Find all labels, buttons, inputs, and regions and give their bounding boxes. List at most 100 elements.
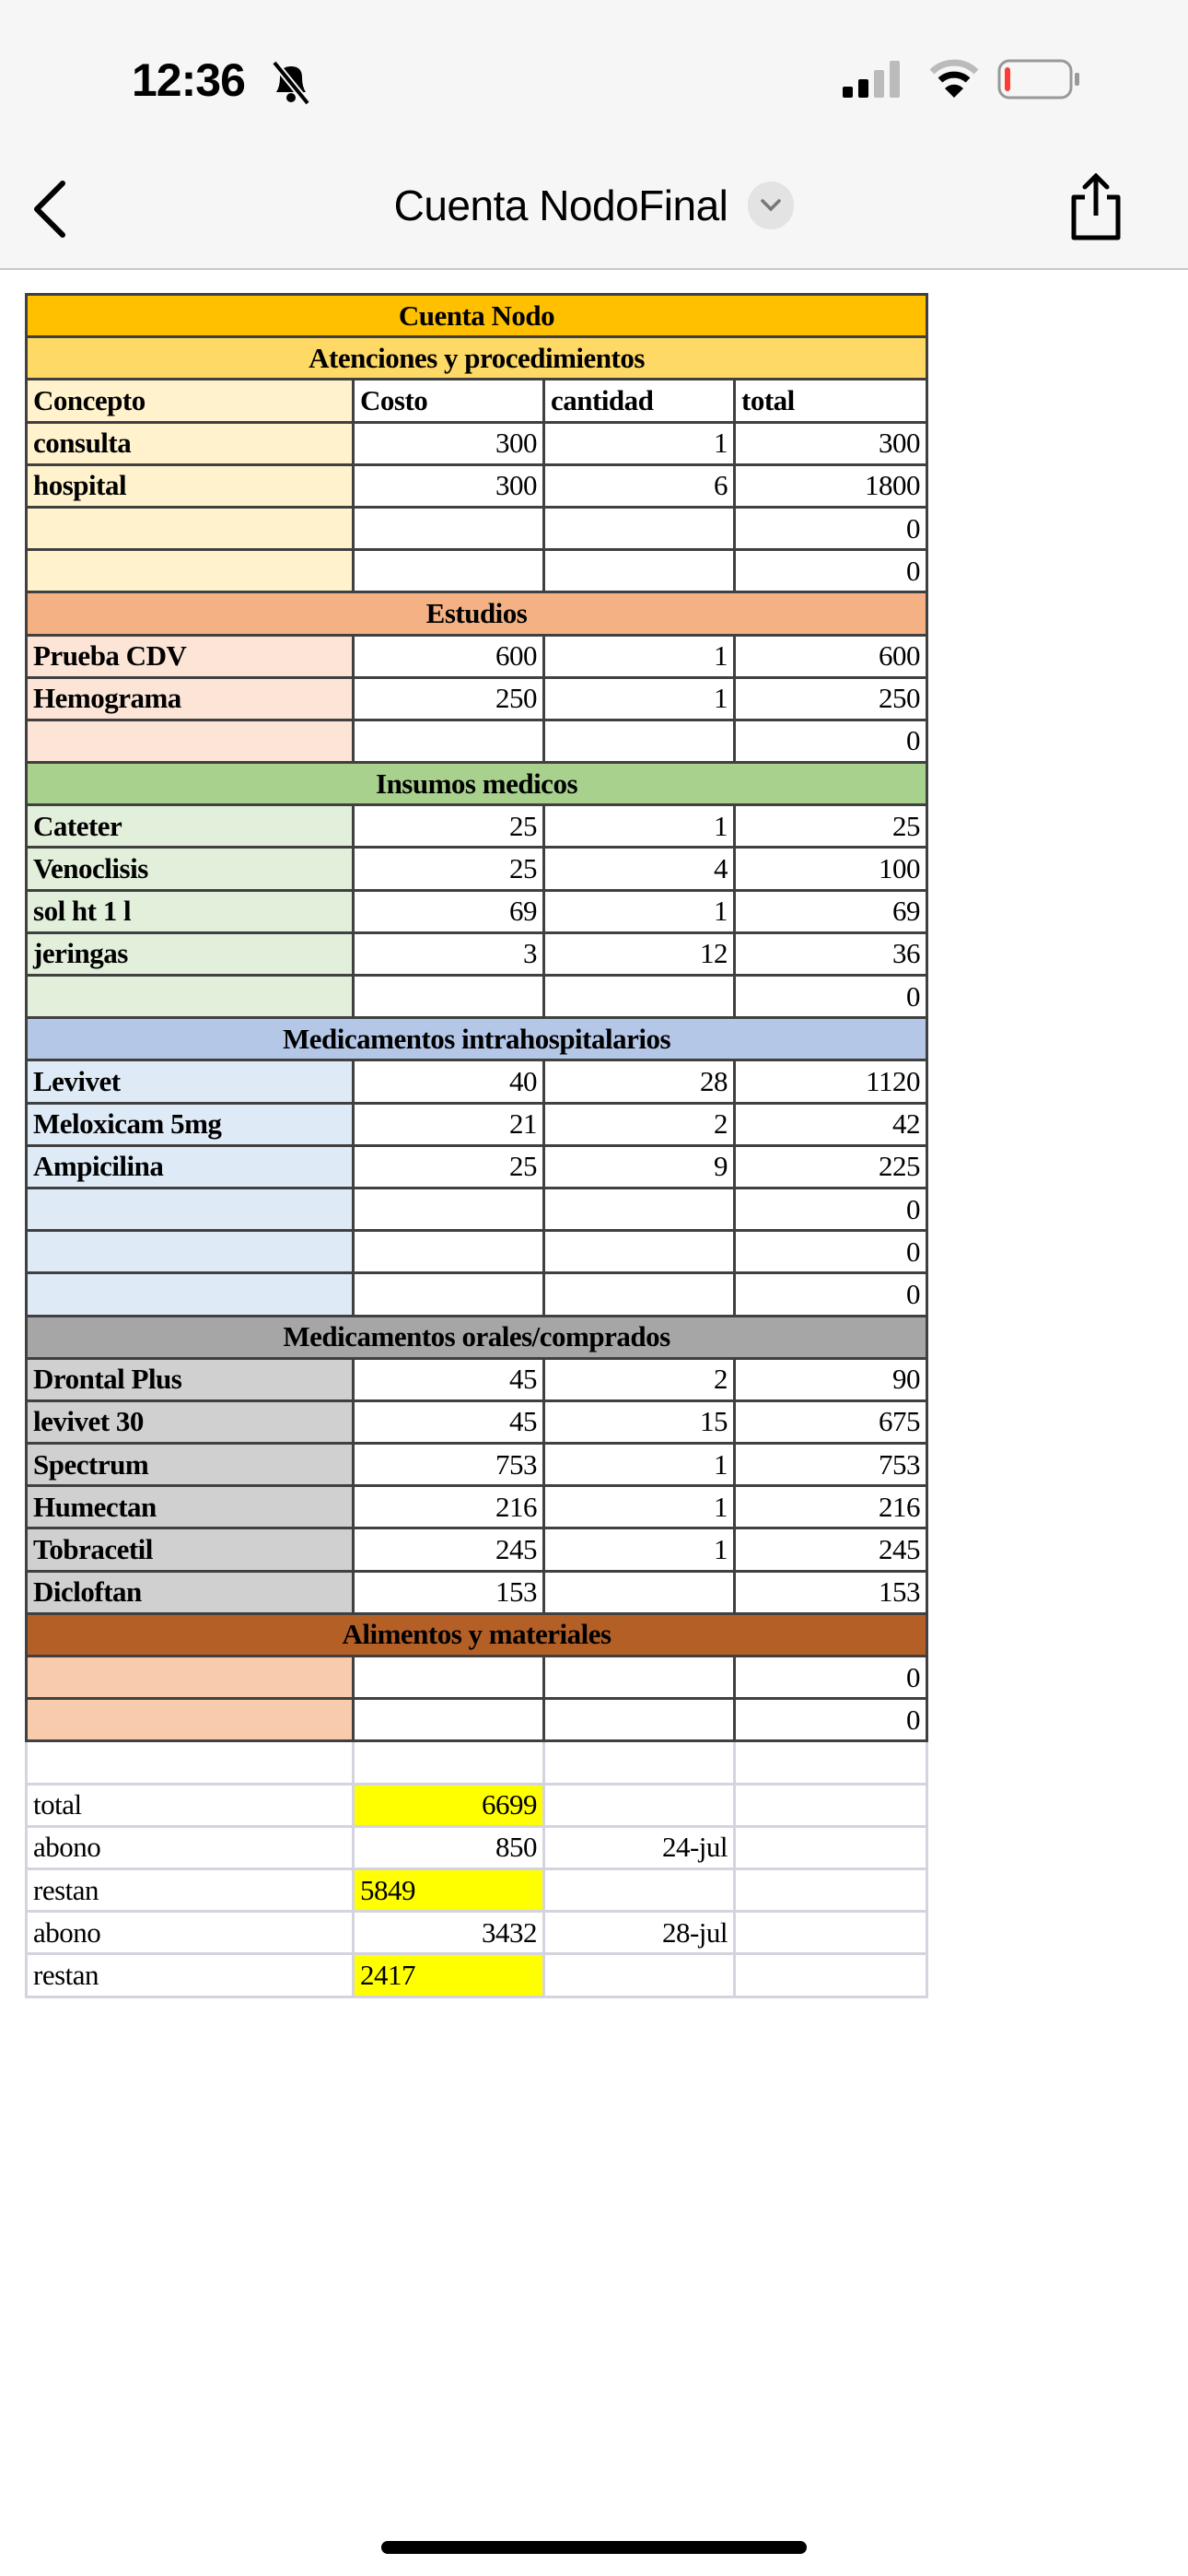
concept-cell[interactable] — [25, 973, 355, 1020]
column-header[interactable]: total — [732, 378, 929, 424]
chevron-down-icon[interactable] — [748, 181, 795, 229]
quantity-cell[interactable]: 1 — [542, 675, 736, 721]
quantity-cell[interactable]: 9 — [542, 1143, 736, 1189]
concept-cell[interactable]: Tobracetil — [25, 1527, 355, 1573]
quantity-cell[interactable] — [542, 973, 736, 1020]
empty-cell[interactable] — [732, 1867, 929, 1914]
concept-cell[interactable]: Levivet — [25, 1059, 355, 1105]
cost-cell[interactable]: 69 — [352, 888, 545, 934]
summary-date-cell[interactable] — [542, 1952, 736, 1998]
quantity-cell[interactable]: 2 — [542, 1356, 736, 1402]
concept-cell[interactable] — [25, 1186, 355, 1233]
total-cell[interactable]: 0 — [732, 973, 929, 1020]
cost-cell[interactable] — [352, 718, 545, 765]
total-cell[interactable]: 1800 — [732, 463, 929, 509]
cost-cell[interactable] — [352, 1271, 545, 1317]
quantity-cell[interactable]: 2 — [542, 1101, 736, 1147]
column-header[interactable]: cantidad — [542, 378, 736, 424]
cost-cell[interactable]: 40 — [352, 1059, 545, 1105]
spreadsheet-table[interactable]: Cuenta Nodo Atenciones y procedimientos Co… — [24, 292, 929, 1998]
cost-cell[interactable] — [352, 1654, 545, 1701]
quantity-cell[interactable]: 12 — [542, 931, 736, 978]
summary-date-cell[interactable] — [542, 1739, 736, 1786]
total-cell[interactable]: 600 — [732, 633, 929, 679]
section-header[interactable]: Alimentos y materiales — [24, 1611, 929, 1658]
concept-cell[interactable]: Prueba CDV — [25, 633, 355, 679]
quantity-cell[interactable]: 1 — [542, 803, 736, 849]
summary-label-cell[interactable]: restan — [25, 1867, 355, 1914]
concept-cell[interactable]: Humectan — [25, 1484, 355, 1530]
cost-cell[interactable] — [352, 973, 545, 1020]
concept-cell[interactable]: Spectrum — [25, 1442, 355, 1488]
total-cell[interactable]: 225 — [732, 1143, 929, 1189]
concept-cell[interactable]: Ampicilina — [25, 1143, 355, 1189]
concept-cell[interactable]: hospital — [25, 463, 355, 509]
summary-label-cell[interactable]: abono — [25, 1824, 355, 1870]
quantity-cell[interactable]: 1 — [542, 888, 736, 934]
section-header[interactable]: Atenciones y procedimientos — [24, 335, 929, 381]
concept-cell[interactable]: levivet 30 — [25, 1399, 355, 1446]
quantity-cell[interactable] — [542, 1654, 736, 1701]
quantity-cell[interactable] — [542, 1569, 736, 1615]
concept-cell[interactable]: Meloxicam 5mg — [25, 1101, 355, 1147]
concept-cell[interactable] — [25, 548, 355, 594]
home-indicator[interactable] — [381, 2541, 807, 2554]
cost-cell[interactable]: 216 — [352, 1484, 545, 1530]
empty-cell[interactable] — [732, 1739, 929, 1786]
total-cell[interactable]: 69 — [732, 888, 929, 934]
back-chevron-icon[interactable] — [28, 180, 74, 239]
quantity-cell[interactable] — [542, 1271, 736, 1317]
cost-cell[interactable]: 45 — [352, 1356, 545, 1402]
total-cell[interactable]: 25 — [732, 803, 929, 849]
summary-amount-cell[interactable]: 6699 — [352, 1782, 545, 1828]
total-cell[interactable]: 0 — [732, 505, 929, 552]
quantity-cell[interactable]: 4 — [542, 846, 736, 892]
total-cell[interactable]: 0 — [732, 1186, 929, 1233]
cost-cell[interactable]: 21 — [352, 1101, 545, 1147]
total-cell[interactable]: 36 — [732, 931, 929, 978]
cost-cell[interactable]: 25 — [352, 1143, 545, 1189]
total-cell[interactable]: 0 — [732, 1697, 929, 1743]
cost-cell[interactable]: 25 — [352, 803, 545, 849]
total-cell[interactable]: 153 — [732, 1569, 929, 1615]
quantity-cell[interactable] — [542, 718, 736, 765]
quantity-cell[interactable] — [542, 1697, 736, 1743]
cost-cell[interactable] — [352, 505, 545, 552]
empty-cell[interactable] — [732, 1952, 929, 1998]
total-cell[interactable]: 0 — [732, 718, 929, 765]
concept-cell[interactable] — [25, 718, 355, 765]
cost-cell[interactable] — [352, 548, 545, 594]
cost-cell[interactable] — [352, 1229, 545, 1275]
quantity-cell[interactable] — [542, 1186, 736, 1233]
cost-cell[interactable]: 153 — [352, 1569, 545, 1615]
empty-cell[interactable] — [732, 1910, 929, 1956]
concept-cell[interactable] — [25, 1229, 355, 1275]
total-cell[interactable]: 0 — [732, 1271, 929, 1317]
concept-cell[interactable]: sol ht 1 l — [25, 888, 355, 934]
summary-amount-cell[interactable]: 5849 — [352, 1867, 545, 1914]
section-header[interactable]: Insumos medicos — [24, 761, 929, 807]
concept-cell[interactable] — [25, 1697, 355, 1743]
concept-cell[interactable]: Dicloftan — [25, 1569, 355, 1615]
concept-cell[interactable] — [25, 505, 355, 552]
cost-cell[interactable]: 300 — [352, 463, 545, 509]
total-cell[interactable]: 0 — [732, 1229, 929, 1275]
total-cell[interactable]: 245 — [732, 1527, 929, 1573]
cost-cell[interactable]: 250 — [352, 675, 545, 721]
cost-cell[interactable]: 300 — [352, 420, 545, 466]
concept-cell[interactable]: Drontal Plus — [25, 1356, 355, 1402]
column-header[interactable]: Costo — [352, 378, 545, 424]
concept-cell[interactable]: Hemograma — [25, 675, 355, 721]
concept-cell[interactable]: Cateter — [25, 803, 355, 849]
quantity-cell[interactable]: 1 — [542, 633, 736, 679]
quantity-cell[interactable]: 15 — [542, 1399, 736, 1446]
summary-date-cell[interactable]: 28-jul — [542, 1910, 736, 1956]
cost-cell[interactable]: 245 — [352, 1527, 545, 1573]
quantity-cell[interactable]: 28 — [542, 1059, 736, 1105]
quantity-cell[interactable]: 1 — [542, 1527, 736, 1573]
cost-cell[interactable]: 25 — [352, 846, 545, 892]
summary-label-cell[interactable] — [25, 1739, 355, 1786]
cost-cell[interactable]: 45 — [352, 1399, 545, 1446]
quantity-cell[interactable]: 1 — [542, 1484, 736, 1530]
concept-cell[interactable] — [25, 1271, 355, 1317]
